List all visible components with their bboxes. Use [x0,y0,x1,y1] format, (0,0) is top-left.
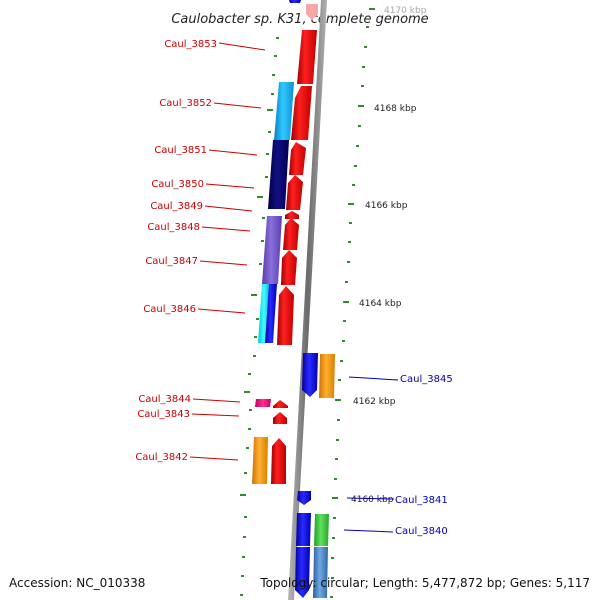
gene-label-caul-3842: Caul_3842 [135,452,188,463]
gene-caul-3851 [289,142,306,175]
gene-label-caul-3845: Caul_3845 [400,374,453,385]
map-title: Caulobacter sp. K31, complete genome [171,12,428,27]
tick-marks-right [330,8,375,598]
gene-label-caul-3847: Caul_3847 [145,256,198,267]
accession-text: Accession: NC_010338 [9,576,145,590]
outer-right-genes [295,353,335,598]
gene-caul-3847 [281,250,297,285]
kbp-label-4168: 4168 kbp [374,104,417,114]
gene-navy-1 [268,140,289,209]
gene-caul-3850 [286,175,303,210]
gene-caul-3843 [273,412,287,424]
gene-label-caul-3846: Caul_3846 [143,304,196,315]
gene-magenta-1 [255,399,271,407]
gene-top-pink [306,4,318,20]
gene-blue-bottom [295,547,310,598]
gene-caul-3853 [297,30,317,84]
gene-caul-3845 [302,353,318,397]
outer-left-genes [252,82,294,484]
gene-label-caul-3850: Caul_3850 [151,179,204,190]
gene-purple-1 [262,216,282,284]
gene-label-caul-3841: Caul_3841 [395,495,448,506]
gene-cyan-1 [274,82,294,140]
gene-orange-1 [252,437,268,484]
kbp-label-4162: 4162 kbp [353,397,396,407]
kbp-label-4160: 4160 kbp [351,495,394,505]
leader-lines-left [189,42,266,461]
gene-label-caul-3840: Caul_3840 [395,526,448,537]
gene-orange-2 [319,354,335,398]
kbp-label-4164: 4164 kbp [359,299,402,309]
gene-label-caul-3852: Caul_3852 [159,98,212,109]
gene-label-caul-3851: Caul_3851 [154,145,207,156]
gene-caul-3852 [291,86,312,140]
kbp-label-4166: 4166 kbp [365,201,408,211]
gene-label-caul-3844: Caul_3844 [138,394,191,405]
gene-blue-1 [265,284,277,343]
gene-caul-3849 [285,211,299,219]
gene-label-caul-3843: Caul_3843 [137,409,190,420]
gene-label-caul-3849: Caul_3849 [150,201,203,212]
gene-caul-3848 [283,218,299,250]
gene-caul-3846 [277,286,294,345]
tick-marks-left [240,37,279,596]
genome-backbone [288,0,327,600]
leader-lines-right [343,376,399,533]
gene-caul-3840 [296,513,311,546]
gene-caul-3844 [273,400,288,408]
gene-caul-3842 [271,438,286,484]
gene-top-blue [289,0,301,3]
gene-steel-1 [313,547,328,598]
kbp-label-4170: 4170 kbp [384,6,427,16]
gene-green-1 [314,514,329,546]
gene-caul-3841 [297,491,311,505]
topology-text: Topology: circular; Length: 5,477,872 bp… [259,576,590,590]
forward-genes [271,30,317,484]
gene-label-caul-3848: Caul_3848 [147,222,200,233]
gene-label-caul-3853: Caul_3853 [164,39,217,50]
